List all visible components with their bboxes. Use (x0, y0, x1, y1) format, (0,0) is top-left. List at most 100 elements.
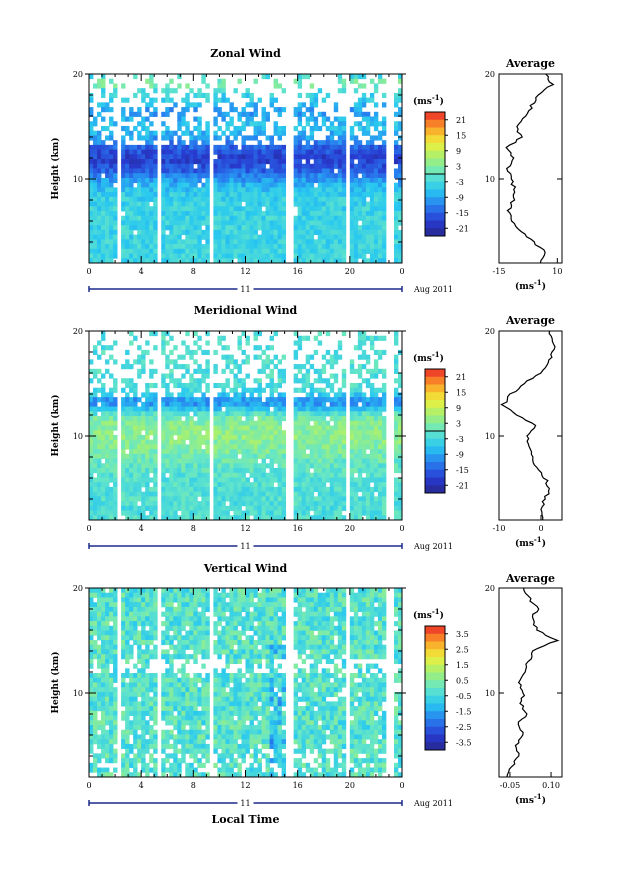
colorbar-segment (425, 135, 445, 144)
panel-title: Vertical Wind (203, 562, 288, 575)
avg-y-tick-label: 10 (485, 689, 495, 698)
colorbar-unit: (ms-1) (413, 350, 444, 364)
y-tick-label: 10 (73, 175, 83, 184)
colorbar-segment (425, 197, 445, 206)
colorbar-segment (425, 119, 445, 128)
colorbar-segment (425, 376, 445, 385)
day-label: 11 (240, 799, 250, 808)
colorbar-segment (425, 400, 445, 409)
colorbar-segment (425, 423, 445, 432)
colorbar-unit: (ms-1) (413, 93, 444, 107)
colorbar-unit-end: ) (440, 610, 444, 621)
average-frame (498, 587, 563, 778)
average-title: Average (505, 57, 555, 70)
panel-0: Zonal Wind 10 20 Height (km) 0 4 8 12 16 20 0 11 Aug… (50, 47, 563, 294)
x-tick-label: 20 (345, 524, 355, 533)
colorbar-unit: (ms-1) (413, 607, 444, 621)
average-frame (498, 73, 563, 264)
x-tick-label: 12 (240, 524, 250, 533)
x-tick-label: 16 (293, 524, 303, 533)
colorbar-tick-label: -0.5 (456, 692, 471, 701)
colorbar-segment (425, 664, 445, 673)
colorbar-segment (425, 384, 445, 393)
day-label-bg (237, 540, 254, 550)
colorbar-unit-exp: -1 (432, 93, 440, 102)
colorbar-tick-label: 9 (456, 147, 461, 156)
x-tick-label: 0 (86, 781, 91, 790)
avg-y-tick-label: 10 (485, 432, 495, 441)
colorbar-tick-label: 21 (456, 373, 466, 382)
heatmap-cells (89, 331, 403, 521)
y-axis-label: Height (km) (50, 394, 61, 456)
average-title: Average (505, 572, 555, 585)
colorbar-segment (425, 454, 445, 463)
colorbar-segment (425, 734, 445, 743)
avg-x-tick-label: 0 (538, 524, 543, 533)
colorbar-tick-label: -2.5 (456, 723, 471, 732)
colorbar-segment (425, 688, 445, 697)
avg-x-tick-label: -10 (493, 524, 506, 533)
x-tick-label: 16 (293, 781, 303, 790)
colorbar-tick-label: 2.5 (456, 645, 469, 654)
average-unit-base: (ms (515, 538, 534, 549)
colorbar-segment (425, 703, 445, 712)
colorbar-tick-label: 0.5 (456, 676, 469, 685)
colorbar-segment (425, 112, 445, 121)
colorbar-tick-label: -15 (456, 209, 469, 218)
colorbar-tick-label: -3.5 (456, 738, 471, 747)
colorbar-segment (425, 392, 445, 401)
panel-2: Vertical Wind 10 20 Height (km) 0 4 8 12 16 20 0 11… (50, 562, 563, 808)
colorbar-segment (425, 485, 445, 494)
colorbar-segment (425, 166, 445, 175)
colorbar-tick-label: 3 (456, 419, 461, 428)
colorbar-tick-label: 9 (456, 404, 461, 413)
colorbar-segment (425, 680, 445, 689)
average-title: Average (505, 314, 555, 327)
colorbar-unit-base: (ms (413, 96, 432, 107)
colorbar-segment (425, 220, 445, 229)
average-unit-exp: -1 (534, 535, 542, 544)
colorbar-segment (425, 462, 445, 471)
average-unit-exp: -1 (534, 278, 542, 287)
colorbar-segment (425, 150, 445, 159)
x-tick-label: 8 (191, 267, 196, 276)
colorbar-segment (425, 189, 445, 198)
colorbar-segment (425, 711, 445, 720)
colorbar-segment (425, 626, 445, 635)
avg-x-tick-label: -15 (493, 267, 506, 276)
x-tick-label: 16 (293, 267, 303, 276)
avg-y-tick-label: 10 (485, 175, 495, 184)
colorbar-tick-label: -9 (456, 193, 464, 202)
x-tick-label: 4 (139, 267, 144, 276)
colorbar-segment (425, 415, 445, 424)
colorbar-frame (424, 625, 446, 751)
date-label: Aug 2011 (413, 799, 453, 808)
colorbar-segment (425, 726, 445, 735)
date-label: Aug 2011 (413, 542, 453, 551)
x-tick-label: 4 (139, 781, 144, 790)
average-unit-base: (ms (515, 795, 534, 806)
day-label: 11 (240, 285, 250, 294)
colorbar-segment (425, 633, 445, 642)
colorbar-segment (425, 719, 445, 728)
y-tick-label: 10 (73, 689, 83, 698)
colorbar-unit-end: ) (440, 353, 444, 364)
colorbar-unit-base: (ms (413, 610, 432, 621)
average-unit-end: ) (542, 281, 546, 292)
colorbar-segment (425, 158, 445, 167)
colorbar-segment (425, 212, 445, 221)
y-tick-label: 20 (73, 327, 83, 336)
average-unit-end: ) (542, 795, 546, 806)
avg-x-tick-label: 10 (552, 267, 562, 276)
colorbar-segment (425, 431, 445, 440)
x-tick-label: 12 (240, 781, 250, 790)
average-unit: (ms-1) (515, 278, 546, 292)
panel-title: Meridional Wind (194, 304, 298, 317)
panel-1: Meridional Wind 10 20 Height (km) 0 4 8 12 16 20 0… (50, 304, 563, 551)
colorbar-segment (425, 641, 445, 650)
y-tick-label: 10 (73, 432, 83, 441)
x-tick-label: 20 (345, 781, 355, 790)
day-label-bg (237, 283, 254, 293)
colorbar-tick-label: -21 (456, 224, 469, 233)
